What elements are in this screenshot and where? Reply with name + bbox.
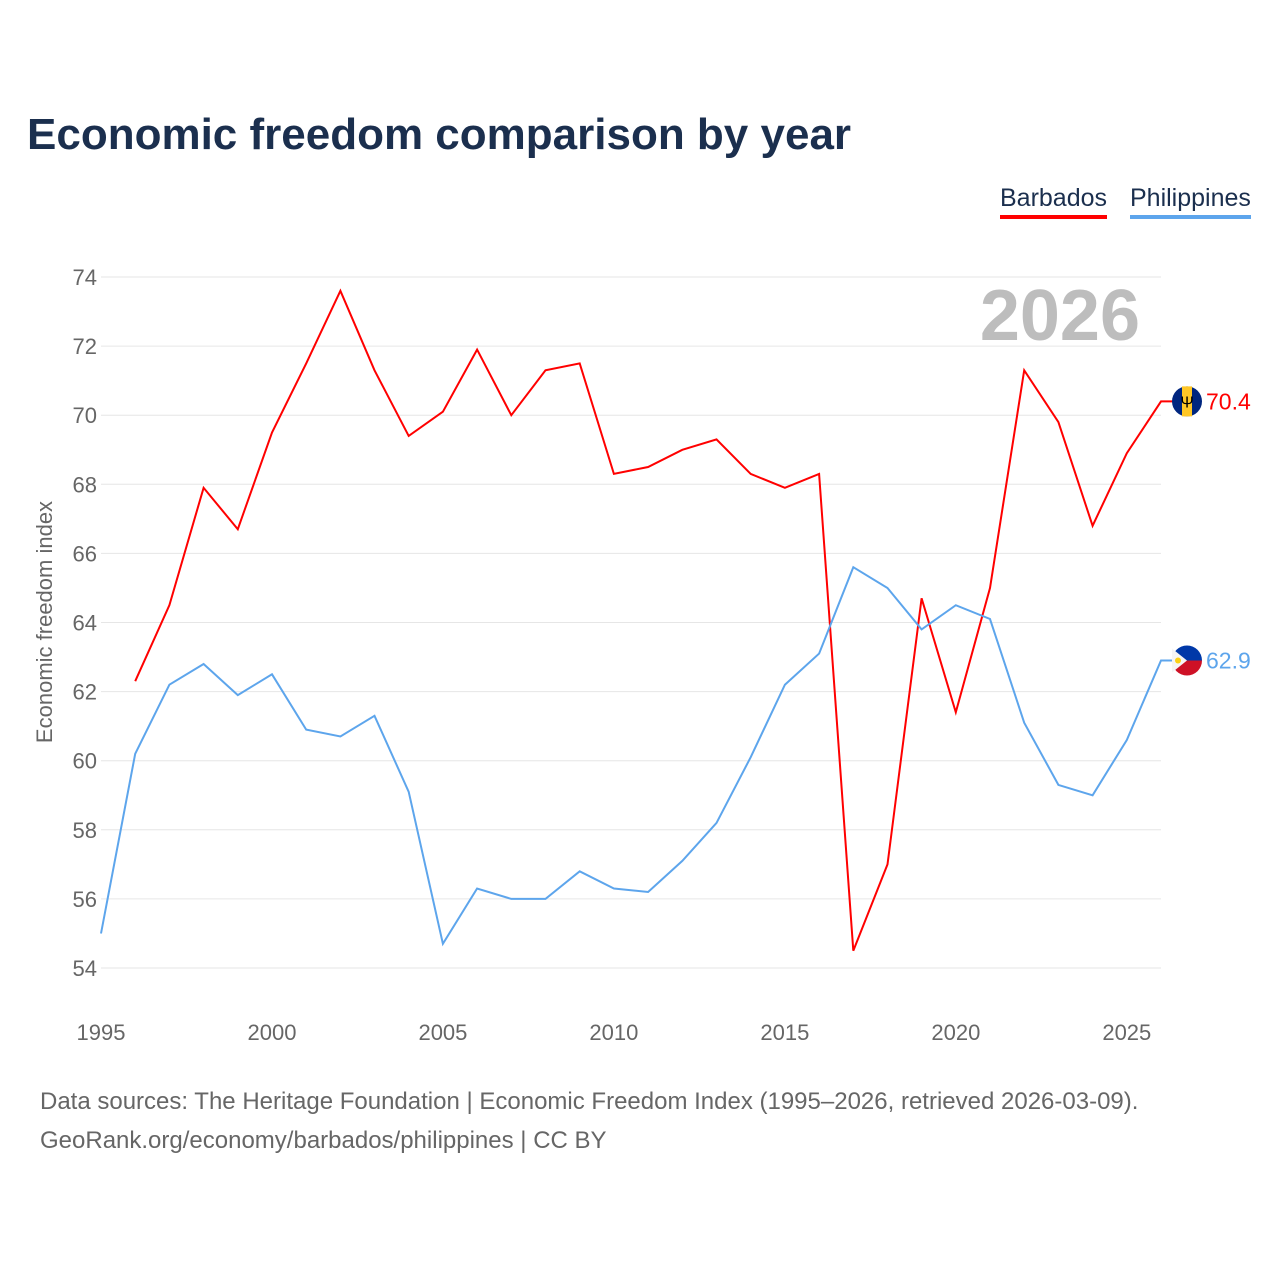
x-tick-label: 2015 [760, 1020, 809, 1045]
x-tick-label: 2005 [418, 1020, 467, 1045]
year-watermark: 2026 [980, 276, 1140, 356]
x-tick-label: 2010 [589, 1020, 638, 1045]
y-tick-label: 60 [73, 749, 97, 774]
y-tick-label: 74 [73, 265, 97, 290]
data-source: Data sources: The Heritage Foundation | … [40, 1088, 1139, 1115]
series-line-philippines [100, 565, 1176, 947]
y-axis-label: Economic freedom index [32, 501, 57, 743]
y-tick-label: 70 [73, 403, 97, 428]
chart-title: Economic freedom comparison by year [27, 110, 852, 159]
sun-icon [1175, 657, 1181, 664]
y-tick-label: 68 [73, 472, 97, 497]
y-tick-label: 56 [73, 887, 97, 912]
y-tick-label: 62 [73, 680, 97, 705]
x-tick-label: 1995 [77, 1020, 126, 1045]
y-tick-label: 72 [73, 334, 97, 359]
end-value-label: 70.4 [1206, 388, 1251, 414]
flag-stripe [1182, 386, 1192, 417]
y-tick-label: 64 [73, 611, 97, 636]
end-value-label: 62.9 [1206, 648, 1251, 674]
x-tick-label: 2020 [931, 1020, 980, 1045]
x-tick-label: 2025 [1102, 1020, 1151, 1045]
y-tick-label: 58 [73, 818, 97, 843]
source-link[interactable]: GeoRank.org/economy/barbados/philippines… [40, 1127, 607, 1154]
series-line-barbados [134, 288, 1176, 952]
legend-barbados[interactable]: Barbados [1000, 184, 1108, 219]
trident-icon: Ψ [1180, 394, 1193, 411]
y-tick-label: 54 [73, 956, 97, 981]
x-tick-label: 2000 [247, 1020, 296, 1045]
legend-philippines[interactable]: Philippines [1130, 184, 1251, 219]
y-tick-label: 66 [73, 541, 97, 566]
